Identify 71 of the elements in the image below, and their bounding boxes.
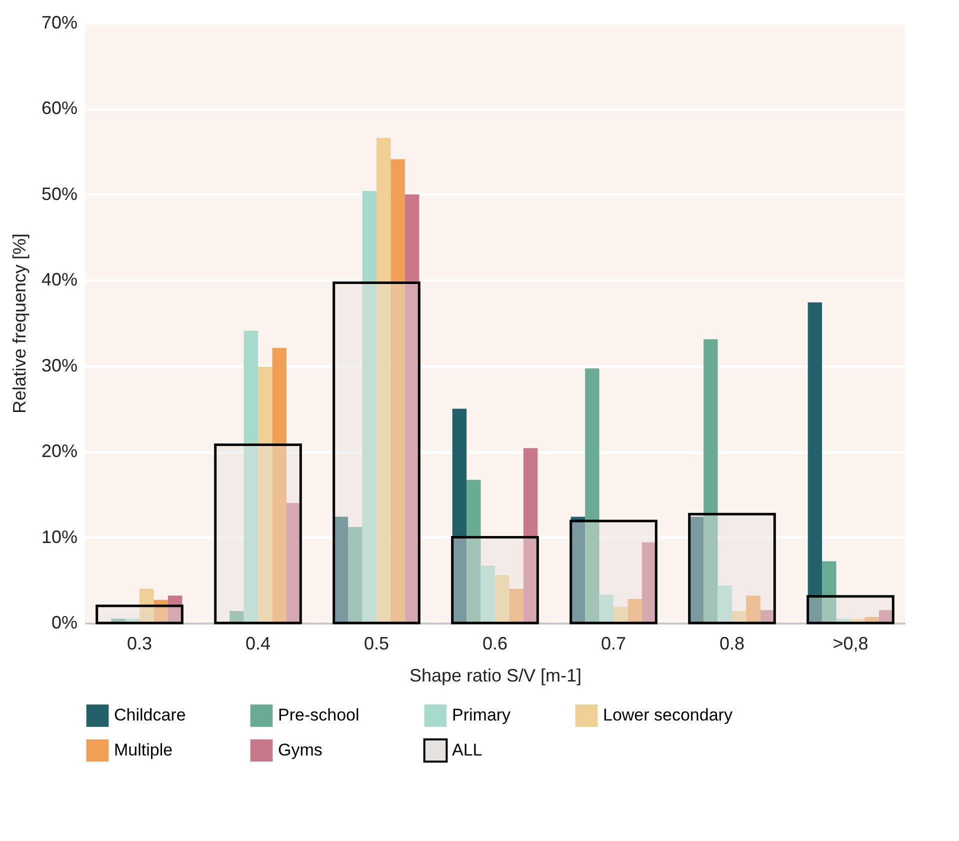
bar [168,596,182,623]
bar [806,595,894,624]
bar [718,585,732,623]
bar [688,512,776,624]
bar [570,516,586,623]
legend-label: Gyms [278,740,322,760]
legend-label: Primary [452,706,512,725]
bar [864,617,879,623]
bar [495,575,510,623]
y-tick-label: 30% [41,355,78,376]
bar [704,339,718,623]
legend-label: Childcare [114,706,186,725]
bar [334,516,348,623]
x-tick-label: 0.7 [600,634,626,654]
bar [286,503,301,623]
bar [523,448,538,623]
bar [808,302,822,623]
x-tick-label: 0.8 [719,634,745,654]
bar [230,611,244,623]
bar [154,600,168,623]
bar [96,604,184,624]
legend-label: Multiple [114,740,173,760]
bar [613,606,628,623]
bar [760,610,775,623]
bar [599,594,614,623]
bar [642,542,656,623]
x-tick-label: 0.6 [482,634,508,654]
bar [628,599,642,623]
bar [836,618,850,623]
bar [451,536,539,624]
y-tick-label: 10% [41,526,78,547]
bar [585,368,600,623]
bar [140,588,154,623]
bar [125,618,140,623]
bar [404,194,420,623]
x-tick-label: >0,8 [832,634,868,654]
bar [244,330,258,623]
bar [272,348,286,623]
bar [362,191,377,623]
y-tick-label: 40% [41,270,78,290]
legend-label: Lower secondary [603,706,733,725]
bar [878,610,894,623]
x-tick-label: 0.3 [126,634,152,654]
y-tick-label: 20% [41,441,78,462]
y-axis-title: Relative frequency [%] [9,233,30,414]
bar [689,516,704,623]
y-tick-label: 50% [41,184,78,204]
bar [509,588,524,623]
bar [480,566,495,623]
x-tick-label: 0.4 [245,634,271,654]
legend-label: ALL [452,740,482,760]
bar [111,618,126,623]
bar [258,366,272,623]
bar [390,159,405,623]
bar [570,520,658,624]
bar [732,611,746,623]
y-tick-label: 0% [51,612,78,632]
bar [348,527,362,623]
bar [376,138,391,623]
bar [332,281,420,624]
bar [214,443,302,624]
bar [746,596,760,623]
x-axis-title: Shape ratio S/V [m-1] [409,666,582,686]
x-tick-label: 0.5 [364,634,390,654]
y-tick-label: 60% [41,98,78,118]
bar [822,561,836,623]
bar [466,480,481,623]
bar [452,408,467,623]
bar [850,618,865,623]
y-tick-label: 70% [41,12,78,32]
legend-label: Pre-school [278,706,360,725]
